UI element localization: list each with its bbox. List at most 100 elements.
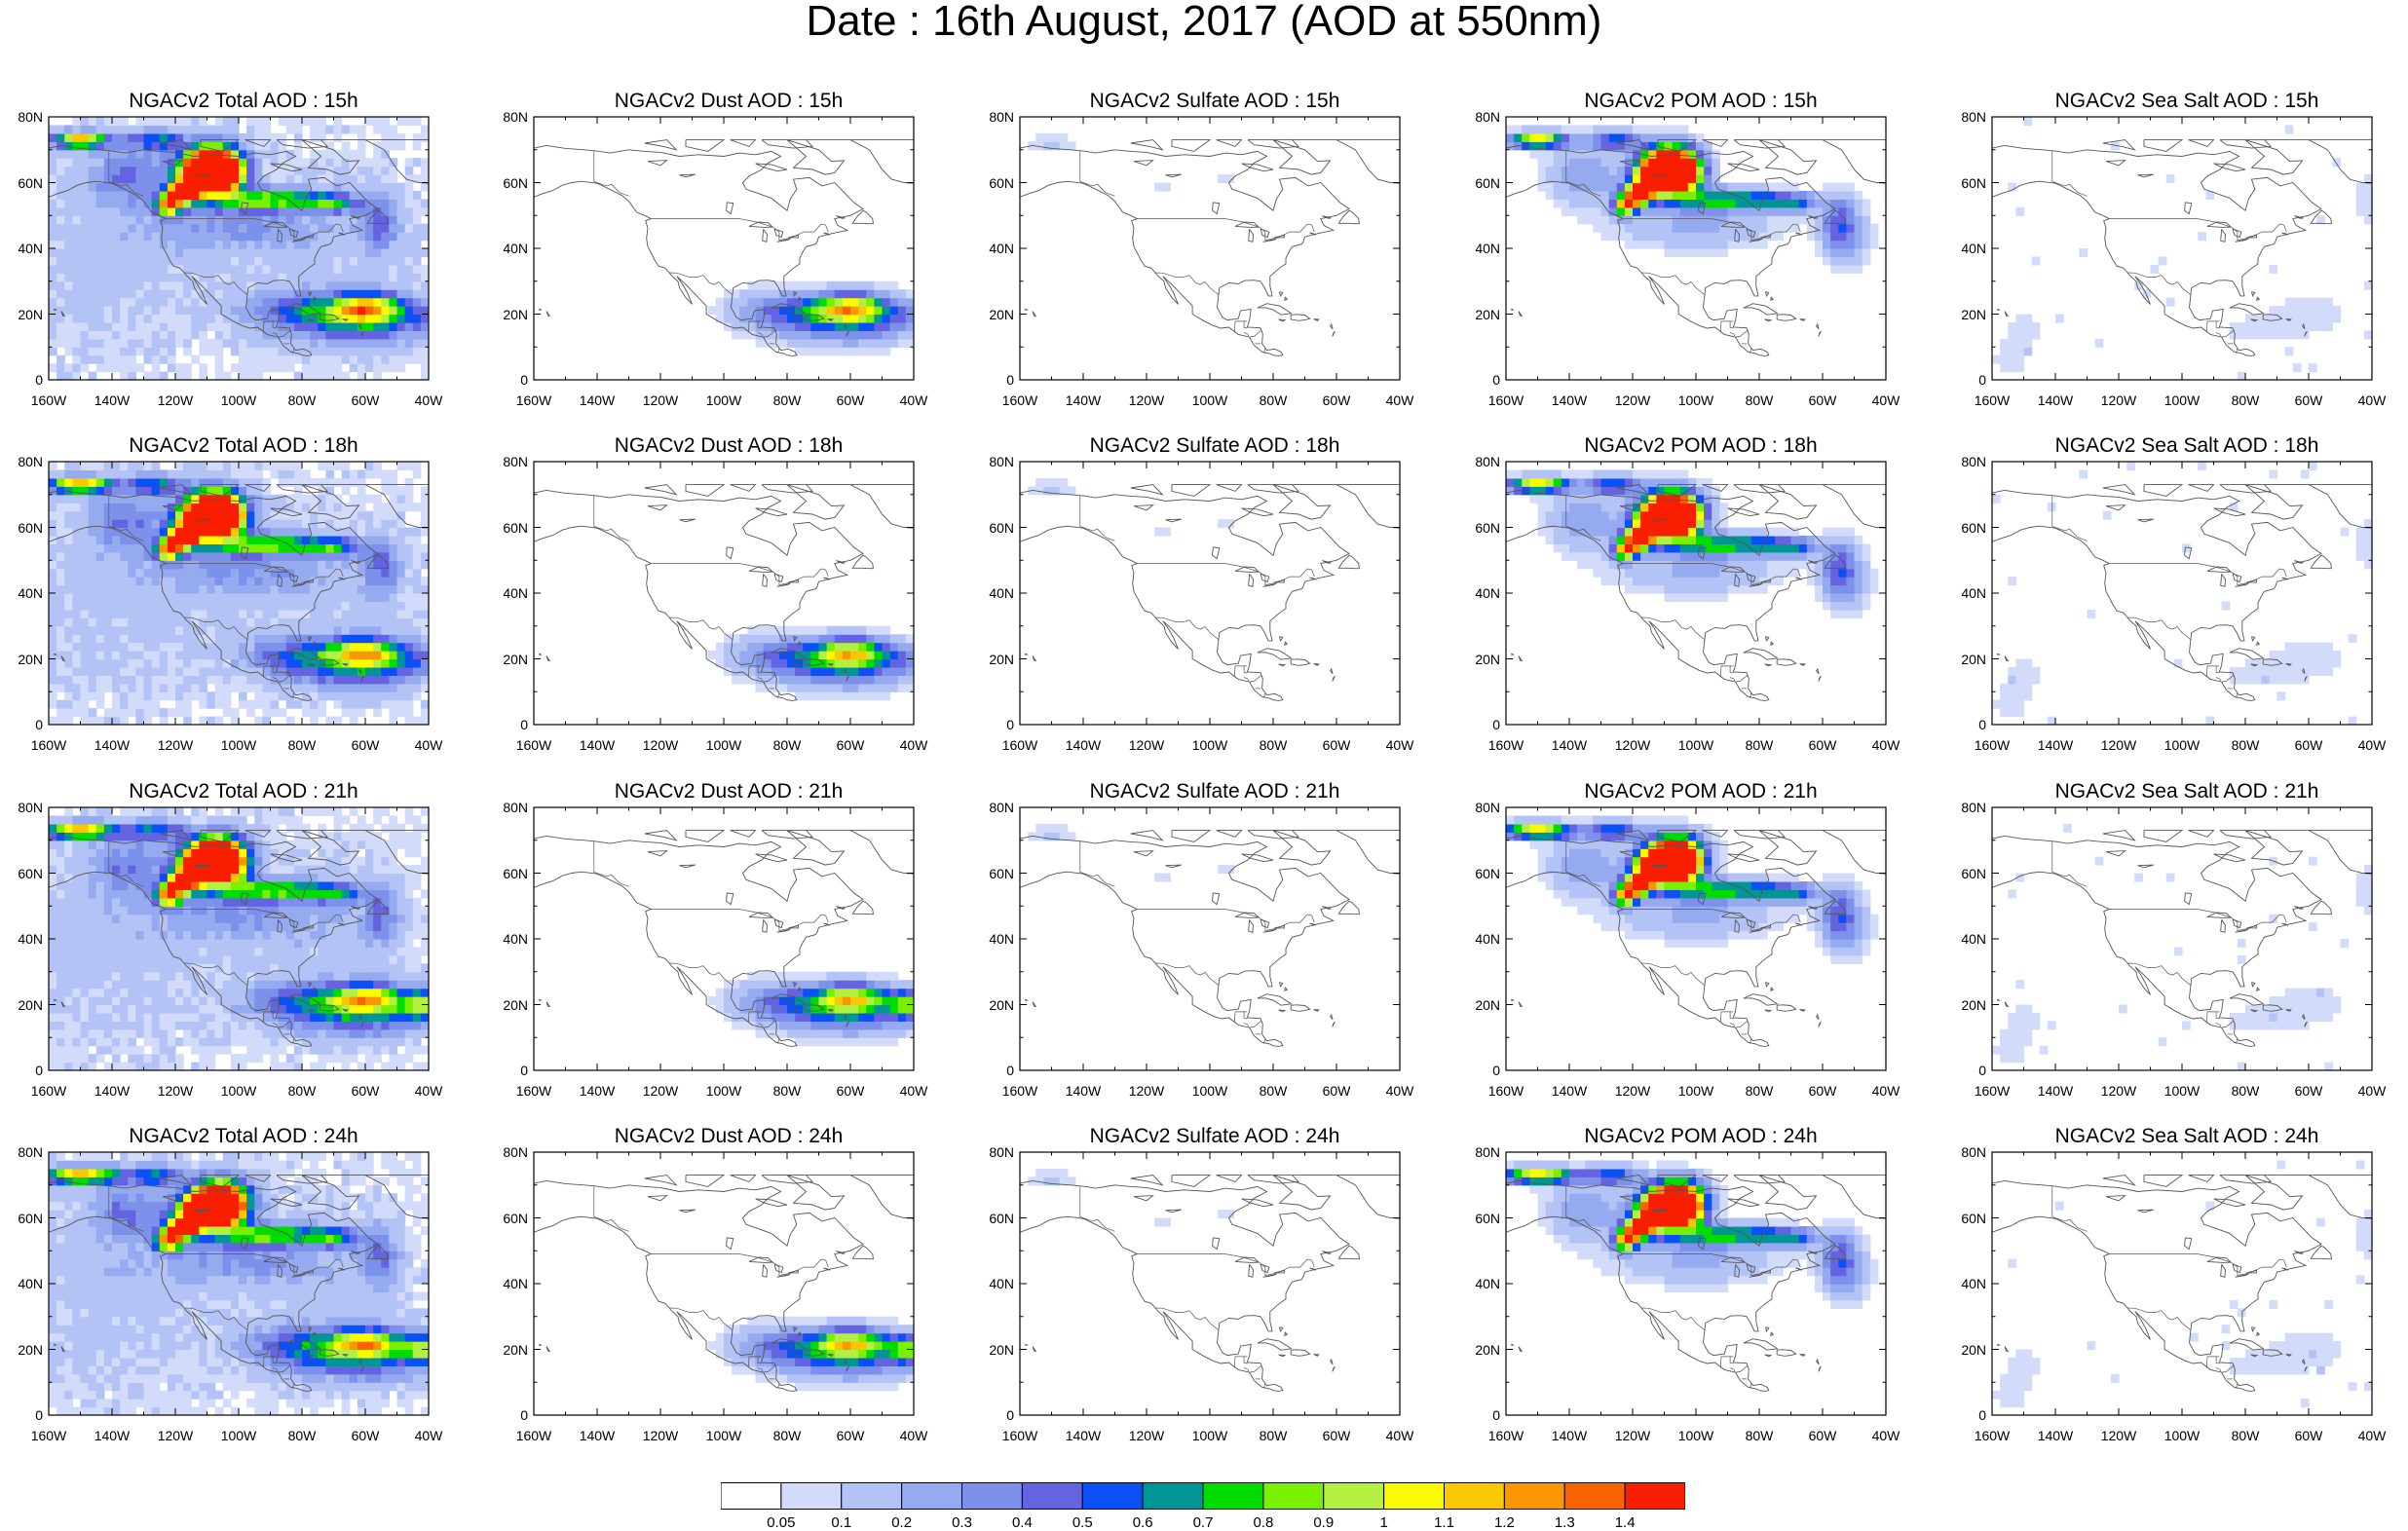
lon-tick-label: 40W [899,1428,928,1443]
coastlines [1506,830,1886,1047]
panel-title: NGACv2 Sea Salt AOD : 21h [2054,780,2319,803]
lon-tick-label: 120W [1614,737,1651,753]
lat-tick-label: 0 [35,372,43,388]
lon-tick-label: 100W [1677,392,1714,408]
lon-tick-label: 40W [414,1428,443,1443]
lat-tick-label: 20N [1475,996,1500,1013]
coastlines [1992,484,2372,701]
map-panel-dust-18h: NGACv2 Dust AOD : 18h 0 20N 40N 60N 80N 160W 14… [503,434,927,752]
lon-tick-label: 140W [1065,1083,1102,1099]
lon-tick-label: 160W [1001,1428,1038,1443]
panel-title: NGACv2 Total AOD : 15h [129,90,358,112]
lon-tick-label: 80W [1745,392,1774,408]
lon-tick-label: 100W [2163,1083,2201,1099]
colorbar-swatches [721,1482,1685,1510]
lat-tick-label: 80N [18,109,43,125]
lon-tick-label: 160W [30,737,67,753]
map-panel-seasalt-24h: NGACv2 Sea Salt AOD : 24h 0 20N 40N 60N 80N 16… [1961,1125,2386,1442]
lon-tick-label: 80W [772,737,802,753]
lon-tick-label: 120W [2100,1428,2137,1443]
aod-field [1506,469,1879,618]
lat-tick-label: 40N [1475,1276,1500,1291]
lon-tick-label: 40W [1385,737,1414,753]
lon-tick-label: 120W [157,737,194,753]
lon-tick-label: 140W [579,1083,616,1099]
lon-tick-label: 60W [1322,1083,1351,1099]
lat-tick-label: 20N [18,306,43,322]
map-plot [1991,461,2373,726]
lat-tick-label: 80N [503,1144,528,1160]
colorbar-label: 0.4 [1011,1514,1033,1531]
lon-tick-label: 80W [2231,1428,2260,1443]
lon-tick-label: 40W [1385,1083,1414,1099]
lon-tick-label: 140W [2037,1428,2074,1443]
axis-ticks [48,116,430,381]
axis-ticks [48,461,430,726]
colorbar-swatch [780,1482,843,1510]
coastlines [1020,830,1400,1047]
coastlines [1506,484,1886,701]
lat-tick-label: 20N [503,996,528,1013]
coastlines [534,1175,914,1392]
aod-field [1992,823,2372,1070]
lat-tick-label: 60N [989,174,1014,191]
figure-title: Date : 16th August, 2017 (AOD at 550nm) [806,0,1602,45]
lat-tick-label: 0 [1978,1407,1986,1423]
lat-tick-label: 80N [18,454,43,469]
lat-tick-label: 60N [503,1210,528,1226]
lat-tick-label: 40N [1961,1276,1986,1291]
lon-tick-label: 60W [836,1083,865,1099]
colorbar-label: 1.2 [1493,1514,1515,1531]
lat-tick-label: 0 [1006,1063,1014,1078]
lon-tick-label: 100W [1677,1083,1714,1099]
lon-tick-label: 40W [2357,1083,2387,1099]
lon-tick-label: 160W [1487,1083,1524,1099]
axis-ticks [1505,116,1887,381]
lon-tick-label: 40W [899,737,928,753]
colorbar-swatch [1563,1482,1626,1510]
colorbar-label: 1 [1379,1514,1388,1531]
lon-tick-label: 80W [772,1083,802,1099]
lon-tick-label: 100W [705,1083,742,1099]
lon-tick-label: 160W [515,737,552,753]
lon-tick-label: 80W [2231,1083,2260,1099]
lon-tick-label: 40W [1385,1428,1414,1443]
lat-tick-label: 60N [503,519,528,536]
lon-tick-label: 60W [836,737,865,753]
lat-tick-label: 40N [1961,241,1986,256]
lon-tick-label: 140W [2037,1083,2074,1099]
lon-tick-label: 120W [1128,737,1165,753]
lat-tick-label: 40N [18,585,43,601]
lon-tick-label: 160W [1001,737,1038,753]
lon-tick-label: 120W [2100,392,2137,408]
lat-tick-label: 60N [1475,174,1500,191]
lon-tick-label: 160W [30,392,67,408]
lat-tick-label: 20N [1961,306,1986,322]
lon-tick-label: 120W [157,1428,194,1443]
colorbar-label: 0.8 [1253,1514,1274,1531]
lat-tick-label: 0 [35,717,43,732]
lon-tick-label: 80W [2231,737,2260,753]
lat-tick-label: 40N [1961,585,1986,601]
colorbar-label: 1.3 [1554,1514,1575,1531]
panel-title: NGACv2 Sea Salt AOD : 15h [2054,90,2319,112]
lon-tick-label: 40W [1871,737,1900,753]
coastlines [1992,1175,2372,1392]
lon-tick-label: 140W [1065,392,1102,408]
map-panel-dust-21h: NGACv2 Dust AOD : 21h 0 20N 40N 60N 80N 160W 14… [503,780,927,1098]
lon-tick-label: 80W [1745,1083,1774,1099]
lon-tick-label: 140W [579,737,616,753]
lon-tick-label: 60W [836,1428,865,1443]
aod-field [1506,125,1879,274]
lat-tick-label: 60N [503,174,528,191]
lon-tick-label: 100W [220,737,257,753]
lat-tick-label: 60N [1961,865,1986,881]
lon-tick-label: 120W [157,392,194,408]
aod-field [1506,815,1879,964]
lat-tick-label: 60N [989,519,1014,536]
lat-tick-label: 80N [989,800,1014,815]
lon-tick-label: 160W [1001,1083,1038,1099]
colorbar-label: 0.7 [1192,1514,1214,1531]
map-panel-sulfate-18h: NGACv2 Sulfate AOD : 18h 0 20N 40N 60N 80N 160… [989,434,1413,752]
lat-tick-label: 0 [1978,372,1986,388]
